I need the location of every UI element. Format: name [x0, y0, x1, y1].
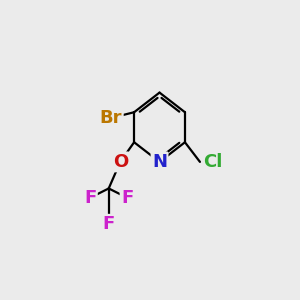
Text: Br: Br [100, 109, 122, 127]
Text: F: F [84, 189, 96, 207]
Text: O: O [112, 153, 128, 171]
Text: N: N [152, 153, 167, 171]
Text: F: F [121, 189, 133, 207]
Text: F: F [103, 215, 115, 233]
Text: Cl: Cl [203, 153, 223, 171]
